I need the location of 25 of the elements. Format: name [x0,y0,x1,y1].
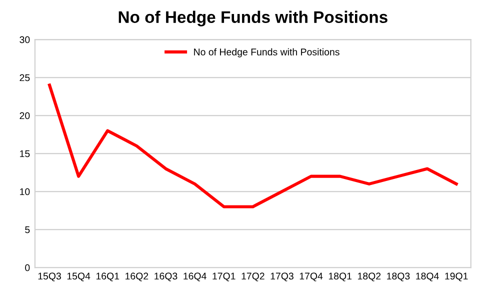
x-tick-label: 17Q3 [270,272,294,282]
y-tick-label: 20 [20,112,30,120]
y-tick-label: 25 [20,74,30,82]
x-tick-label: 17Q4 [300,272,323,282]
x-tick-label: 16Q3 [154,272,178,282]
x-tick-label: 18Q2 [358,272,381,282]
y-tick-label: 30 [20,36,30,44]
x-tick-label: 16Q4 [184,272,206,282]
x-tick-label: 15Q4 [67,272,90,282]
x-tick-label: 16Q2 [126,272,148,282]
line-series [48,84,458,208]
x-tick-label: 19Q1 [445,272,468,282]
x-tick-label: 17Q2 [242,272,264,282]
y-tick-label: 15 [20,150,30,158]
y-tick-label: 10 [20,188,30,196]
x-tick-label: 18Q4 [416,272,439,282]
y-tick-label: 0 [25,264,30,272]
chart-title: No of Hedge Funds with Positions [118,10,388,26]
y-tick-label: 5 [25,226,30,234]
x-tick-label: 17Q1 [212,272,236,282]
x-tick-label: 16Q1 [96,272,120,282]
x-tick-label: 15Q3 [38,272,61,282]
legend-label: No of Hedge Funds with Positions [194,48,340,58]
x-tick-label: 18Q1 [328,272,352,282]
x-tick-label: 18Q3 [387,272,410,282]
